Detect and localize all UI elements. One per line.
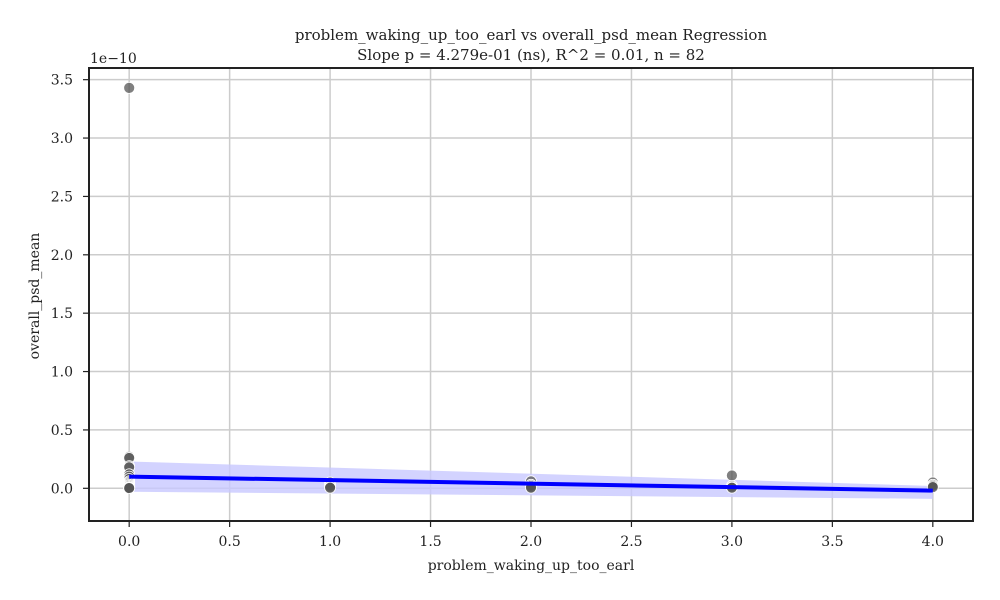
y-tick-label: 1.5 (51, 306, 73, 322)
chart-subtitle: Slope p = 4.279e-01 (ns), R^2 = 0.01, n … (357, 46, 705, 64)
chart-title: problem_waking_up_too_earl vs overall_ps… (295, 26, 768, 44)
y-axis-label: overall_psd_mean (27, 233, 43, 360)
x-tick-label: 2.5 (620, 534, 642, 550)
x-axis-ticks: 0.0 0.5 1.0 1.5 2.0 2.5 3.0 3.5 4.0 (118, 521, 944, 550)
x-tick-label: 0.5 (219, 534, 241, 550)
x-tick-label: 1.0 (319, 534, 341, 550)
grid (89, 68, 973, 521)
regression-line-layer (129, 474, 933, 493)
x-tick-label: 0.0 (118, 534, 140, 550)
y-axis-ticks: 0.0 0.5 1.0 1.5 2.0 2.5 3.0 3.5 (51, 73, 89, 497)
y-axis-scale-label: 1e−10 (90, 51, 137, 67)
data-point (324, 481, 336, 494)
y-tick-label: 2.0 (51, 248, 73, 264)
y-tick-label: 0.5 (51, 423, 73, 439)
y-tick-label: 3.5 (51, 73, 73, 89)
y-tick-label: 0.0 (51, 481, 73, 497)
regression-line (129, 474, 933, 493)
data-point (123, 81, 136, 94)
x-tick-label: 3.0 (721, 534, 743, 550)
x-tick-label: 4.0 (922, 534, 944, 550)
y-tick-label: 2.5 (51, 189, 73, 205)
x-tick-label: 2.0 (520, 534, 542, 550)
x-axis-label: problem_waking_up_too_earl (428, 558, 635, 574)
x-tick-label: 1.5 (419, 534, 441, 550)
x-tick-label: 3.5 (821, 534, 843, 550)
y-tick-label: 1.0 (51, 365, 73, 381)
data-point (123, 482, 136, 494)
data-point (726, 469, 738, 482)
y-tick-label: 3.0 (51, 131, 73, 147)
